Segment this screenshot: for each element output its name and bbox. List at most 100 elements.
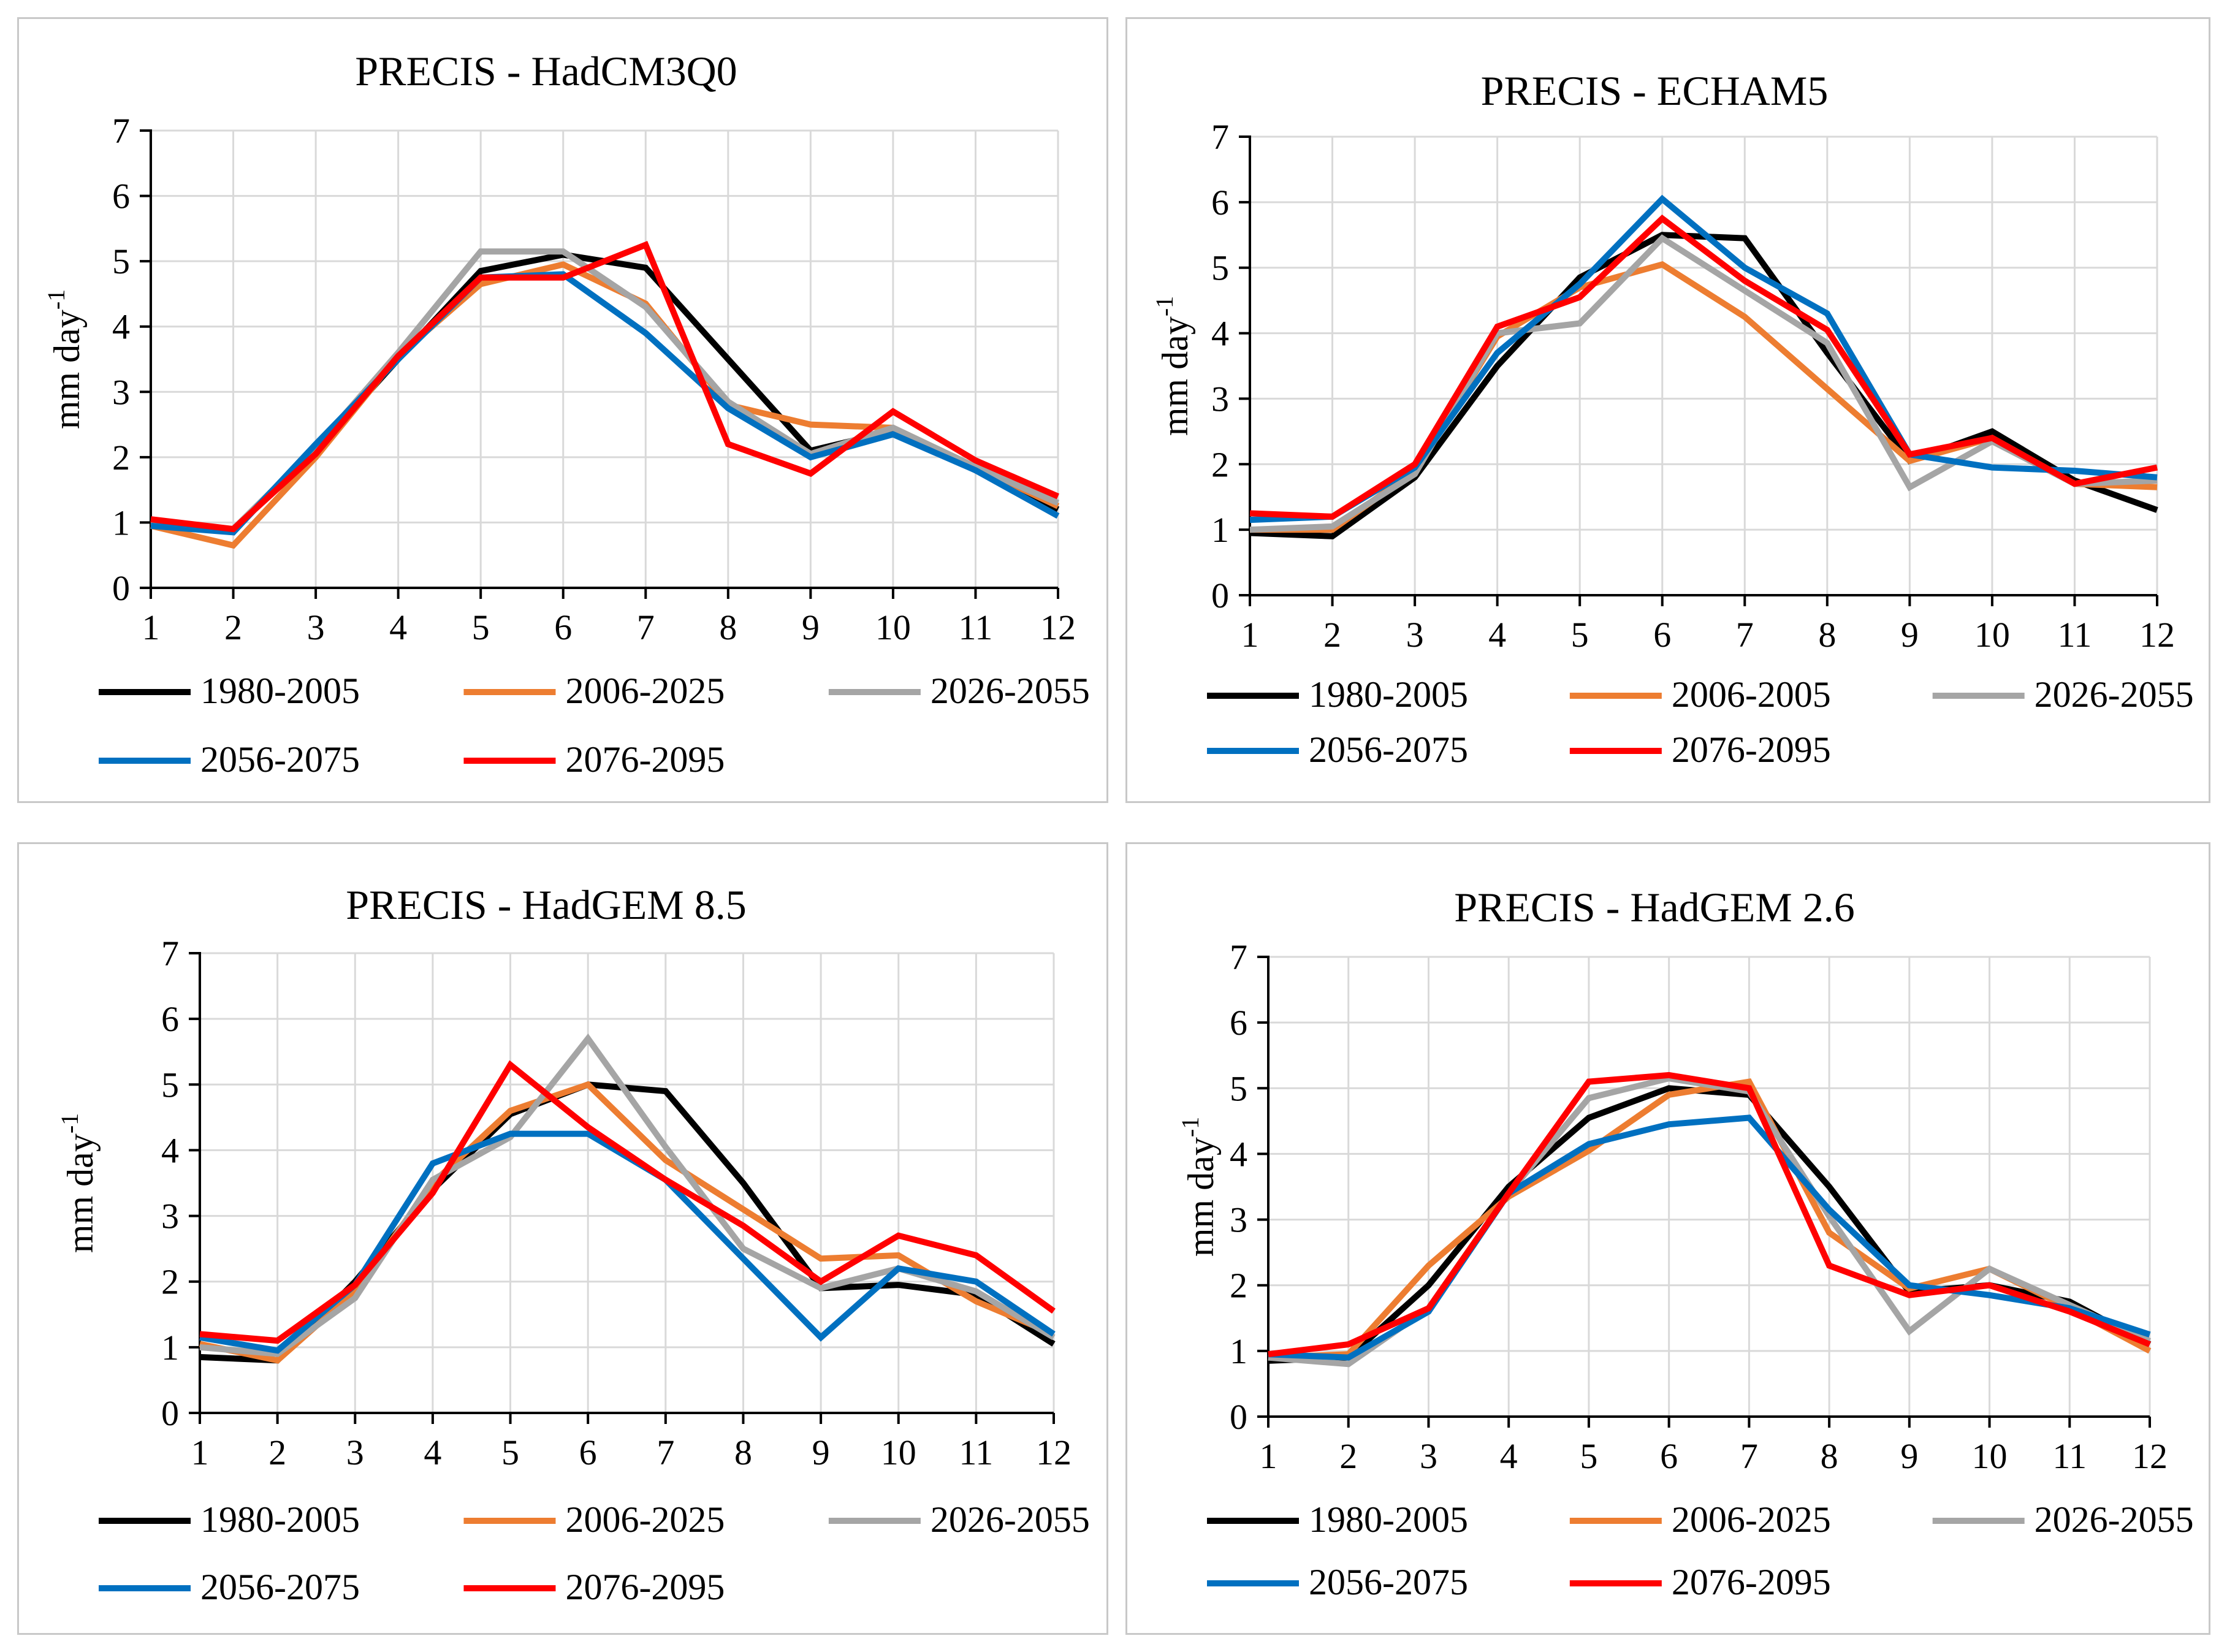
y-tick-label: 6 [1211,183,1229,223]
chart-title: PRECIS - HadGEM 8.5 [346,881,747,928]
legend-label: 2006-2005 [1672,674,1831,715]
x-tick-label: 8 [734,1433,752,1472]
x-tick-label: 4 [1488,615,1506,655]
x-tick-label: 12 [1036,1433,1072,1472]
x-tick-label: 9 [812,1433,830,1472]
y-tick-label: 5 [161,1065,179,1105]
chart-title: PRECIS - ECHAM5 [1481,67,1829,114]
y-axis-label-text: mm day [1155,316,1195,436]
x-tick-label: 6 [554,607,572,647]
legend-entry: 2056-2075 [1207,1562,1468,1602]
legend-entry: 2076-2095 [463,1567,725,1607]
x-tick-label: 9 [802,607,820,647]
x-tick-label: 11 [959,1433,993,1472]
legend-label: 1980-2005 [200,1499,360,1540]
y-axis-label-text: mm day [1181,1137,1221,1257]
y-tick-label: 3 [161,1197,179,1236]
legend-label: 2026-2055 [2035,674,2194,715]
y-tick-label: 6 [161,999,179,1039]
y-axis-label-superscript: -1 [42,289,70,310]
y-axis-label: mm day-1 [1151,296,1195,436]
x-tick-label: 4 [1500,1436,1518,1476]
y-tick-label: 4 [161,1130,179,1170]
y-axis-label-superscript: -1 [56,1113,83,1133]
legend-label: 2026-2055 [931,1499,1090,1540]
x-tick-label: 4 [389,607,407,647]
legend-entry: 2076-2095 [463,739,725,780]
y-tick-label: 7 [161,934,179,973]
x-tick-label: 5 [1571,615,1589,655]
x-tick-label: 4 [424,1433,441,1472]
series-line-2056-2075 [150,271,1060,536]
x-tick-label: 10 [1974,615,2010,655]
legend-entry: 2006-2025 [1569,1499,1831,1540]
y-tick-label: 3 [112,372,130,412]
legend-label: 1980-2005 [1309,674,1468,715]
chart-panel-hadcm3q0: PRECIS - HadCM3Q0 0 1 2 3 4 5 6 7 1 2 3 4 5 6 7 8 9 10 11 12… [17,17,1108,803]
legend-label: 2076-2095 [1672,1562,1831,1602]
y-tick-label: 7 [112,111,130,151]
y-tick-label: 4 [1211,314,1229,354]
chart-panel-echam5: PRECIS - ECHAM5 0 1 2 3 4 5 6 7 1 2 3 4 5 6 7 8 9 10 11 12 mm… [1125,17,2210,803]
legend-entry: 1980-2005 [99,1499,360,1540]
series-line-2076-2095 [199,1060,1056,1344]
x-tick-label: 10 [881,1433,916,1472]
y-tick-label: 6 [1230,1003,1247,1043]
y-tick-label: 0 [1230,1397,1247,1437]
y-tick-label: 1 [1230,1331,1247,1371]
y-tick-label: 7 [1211,117,1229,157]
x-tick-label: 2 [1339,1436,1357,1476]
x-tick-label: 3 [1420,1436,1437,1476]
y-tick-label: 5 [112,242,130,281]
legend-label: 2006-2025 [565,671,725,711]
x-tick-label: 1 [1260,1436,1277,1476]
y-tick-label: 5 [1211,248,1229,288]
x-tick-label: 7 [1740,1436,1758,1476]
x-tick-label: 10 [1972,1436,2008,1476]
x-tick-label: 11 [2052,1436,2087,1476]
y-axis-label-superscript: -1 [1151,296,1178,316]
legend-entry: 2006-2025 [463,1499,725,1540]
x-tick-label: 9 [1900,1436,1918,1476]
x-tick-label: 5 [1580,1436,1597,1476]
legend-label: 1980-2005 [1309,1499,1468,1540]
y-tick-label: 2 [112,438,130,478]
y-tick-label: 0 [112,568,130,608]
legend-entry: 2026-2055 [1932,674,2194,715]
y-tick-label: 6 [112,177,130,216]
series-line-2076-2095 [1249,215,2158,520]
legend-label: 2006-2025 [565,1499,725,1540]
series-line-2076-2095 [150,241,1059,533]
x-tick-label: 1 [191,1433,209,1472]
x-tick-label: 2 [224,607,242,647]
x-tick-label: 8 [719,607,737,647]
chart-title: PRECIS - HadGEM 2.6 [1454,884,1855,931]
legend-label: 2056-2075 [1309,729,1468,770]
x-tick-label: 7 [637,607,655,647]
y-axis-label-text: mm day [60,1133,101,1253]
x-tick-label: 7 [657,1433,674,1472]
legend-entry: 2056-2075 [1207,729,1468,770]
legend-label: 2076-2095 [565,1567,725,1607]
y-tick-label: 1 [1211,510,1229,550]
legend-label: 2006-2025 [1672,1499,1831,1540]
chart-panel-hadgem-2-6: PRECIS - HadGEM 2.6 0 1 2 3 4 5 6 7 1 2 3 4 5 6 7 8 9 10 11… [1125,842,2210,1635]
y-tick-label: 0 [161,1393,179,1433]
x-tick-label: 6 [1653,615,1671,655]
y-axis-label: mm day-1 [1176,1117,1221,1257]
legend-entry: 1980-2005 [1207,1499,1468,1540]
legend-label: 2076-2095 [1672,729,1831,770]
x-tick-label: 5 [501,1433,519,1472]
x-tick-label: 11 [2058,615,2092,655]
legend-label: 2056-2075 [1309,1562,1468,1602]
y-tick-label: 7 [1230,937,1247,977]
chart-title: PRECIS - HadCM3Q0 [355,48,737,94]
legend-label: 2056-2075 [200,739,360,780]
x-tick-label: 2 [1323,615,1341,655]
x-tick-label: 8 [1818,615,1836,655]
x-tick-label: 12 [2139,615,2175,655]
x-tick-label: 9 [1901,615,1919,655]
y-tick-label: 5 [1230,1068,1247,1108]
y-tick-label: 4 [1230,1134,1247,1174]
